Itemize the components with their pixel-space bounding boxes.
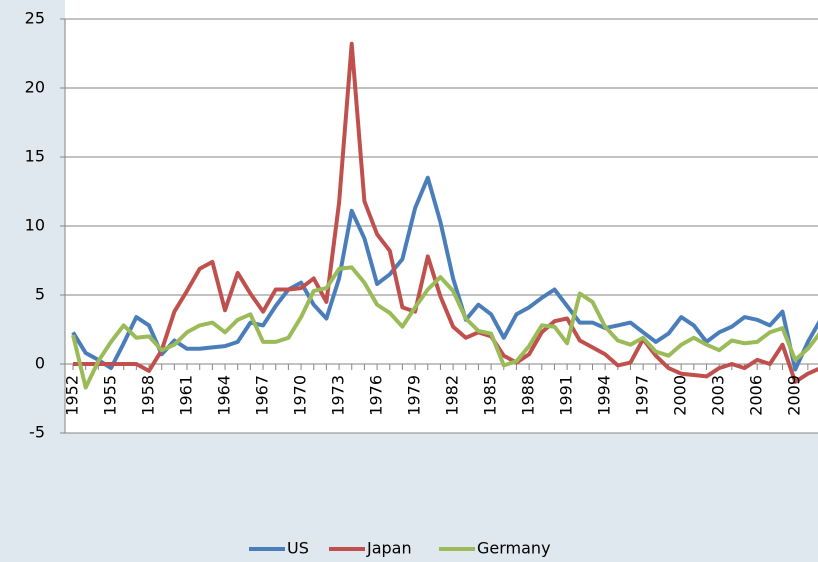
x-tick-label: 1967 <box>253 375 272 416</box>
x-tick-label: 1991 <box>557 375 576 416</box>
x-tick-label: 1997 <box>633 375 652 416</box>
x-tick-label: 1958 <box>139 375 158 416</box>
y-tick-label: 15 <box>25 147 45 166</box>
y-tick-label: 20 <box>25 78 45 97</box>
x-tick-label: 1994 <box>595 375 614 416</box>
x-tick-label: 2009 <box>785 375 804 416</box>
y-tick-label: 25 <box>25 9 45 28</box>
y-tick-label: -5 <box>29 423 45 442</box>
y-tick-label: 5 <box>35 285 45 304</box>
x-tick-label: 1970 <box>291 375 310 416</box>
x-tick-label: 2000 <box>671 375 690 416</box>
line-series <box>71 265 818 390</box>
x-tick-label: 1976 <box>367 375 386 416</box>
line-series <box>73 41 818 384</box>
line-series <box>71 175 818 372</box>
legend-label: Germany <box>477 539 551 558</box>
legend-label: US <box>287 539 309 558</box>
plot-area <box>65 0 818 433</box>
y-tick-label: 0 <box>35 354 45 373</box>
x-tick-label: 1961 <box>177 375 196 416</box>
legend-label: Japan <box>366 539 412 558</box>
x-tick-label: 1982 <box>443 375 462 416</box>
x-tick-label: 1988 <box>519 375 538 416</box>
x-tick-label: 1955 <box>101 375 120 416</box>
x-tick-label: 2006 <box>747 375 766 416</box>
y-tick-label: 10 <box>25 216 45 235</box>
x-tick-label: 1985 <box>481 375 500 416</box>
x-tick-label: 1979 <box>405 375 424 416</box>
x-tick-label: 2003 <box>709 375 728 416</box>
x-tick-label: 1952 <box>63 375 82 416</box>
x-tick-label: 1973 <box>329 375 348 416</box>
x-tick-label: 1964 <box>215 375 234 416</box>
